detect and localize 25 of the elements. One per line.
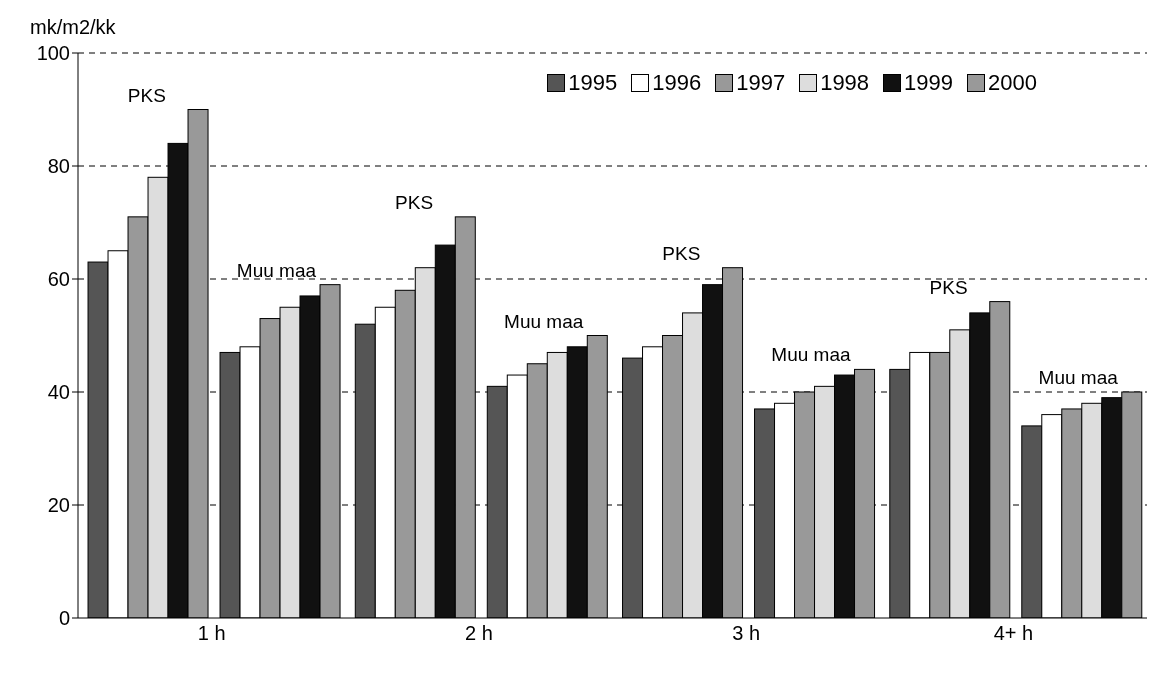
- y-tick-label: 60: [47, 268, 70, 291]
- legend-label: 1998: [820, 70, 870, 96]
- x-tick-label: 1 h: [197, 622, 226, 645]
- y-tick-label: 0: [58, 607, 70, 630]
- legend-label: 2000: [988, 70, 1037, 96]
- x-tick-label: 3 h: [732, 622, 761, 645]
- x-tick-label: 4+ h: [993, 622, 1034, 645]
- x-tick-label: 2 h: [464, 622, 493, 645]
- annotation: PKS: [127, 84, 166, 106]
- annotation: PKS: [662, 242, 701, 264]
- legend-label: 1995: [568, 70, 618, 96]
- legend-label: 1999: [904, 70, 954, 96]
- annotation: PKS: [929, 276, 968, 298]
- y-axis-title: mk/m2/kk: [30, 16, 116, 39]
- y-tick-label: 40: [47, 381, 70, 404]
- legend-label: 1996: [652, 70, 702, 96]
- annotation: Muu maa: [236, 259, 317, 281]
- y-tick-label: 20: [47, 494, 70, 517]
- annotation: Muu maa: [1038, 367, 1119, 388]
- y-tick-label: 80: [47, 155, 70, 178]
- annotation: Muu maa: [504, 310, 584, 332]
- y-tick-label: 100: [36, 42, 70, 65]
- legend-label: 1997: [736, 70, 786, 96]
- annotation: PKS: [395, 191, 434, 213]
- annotation: Muu maa: [771, 344, 851, 366]
